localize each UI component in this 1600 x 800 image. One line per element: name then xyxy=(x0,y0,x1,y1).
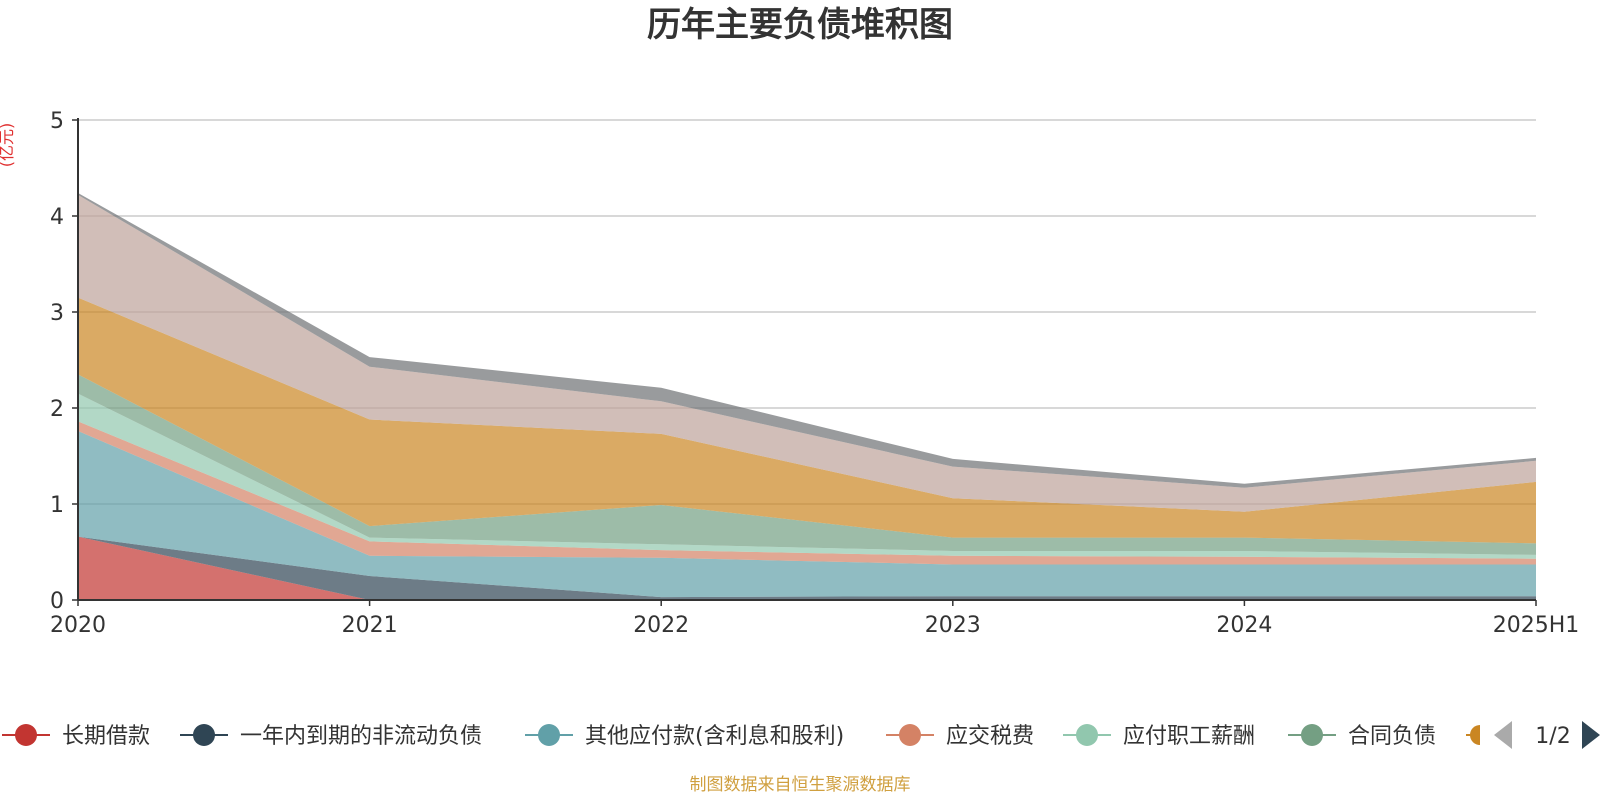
legend-item[interactable]: 合同负债 xyxy=(1288,724,1436,749)
area-series-1 xyxy=(78,536,1536,600)
x-tick-label: 2021 xyxy=(342,613,398,638)
legend-item-partial[interactable] xyxy=(1466,725,1480,745)
legend-label: 合同负债 xyxy=(1348,724,1436,749)
x-tick-label: 2024 xyxy=(1216,613,1272,638)
area-series-8 xyxy=(78,194,1536,512)
legend-item[interactable]: 应付职工薪酬 xyxy=(1063,724,1255,749)
y-tick-label: 5 xyxy=(50,109,64,134)
x-tick-label: 2023 xyxy=(925,613,981,638)
legend-marker xyxy=(1301,724,1323,746)
area-series xyxy=(78,193,1536,600)
legend-label: 长期借款 xyxy=(62,724,150,749)
legend-item[interactable]: 其他应付款(含利息和股利) xyxy=(525,724,844,749)
legend-label: 应付职工薪酬 xyxy=(1123,724,1255,749)
legend-prev-page-icon[interactable] xyxy=(1494,721,1512,749)
area-series-3 xyxy=(78,431,1536,598)
legend-marker xyxy=(193,724,215,746)
legend-marker xyxy=(1076,724,1098,746)
data-source-note: 制图数据来自恒生聚源数据库 xyxy=(690,775,911,795)
legend-label: 其他应付款(含利息和股利) xyxy=(585,724,844,749)
x-tick-label: 2020 xyxy=(50,613,106,638)
legend-next-page-icon[interactable] xyxy=(1582,721,1600,749)
legend-item[interactable]: 应交税费 xyxy=(886,724,1034,749)
legend-label: 一年内到期的非流动负债 xyxy=(240,724,482,749)
y-tick-label: 3 xyxy=(50,301,64,326)
y-tick-label: 4 xyxy=(50,205,64,230)
legend-marker xyxy=(899,724,921,746)
x-tick-label: 2022 xyxy=(633,613,689,638)
legend: 长期借款 一年内到期的非流动负债 其他应付款(含利息和股利) 应交税费 应付职工薪酬 合同… xyxy=(2,721,1600,749)
legend-page-indicator: 1/2 xyxy=(1535,724,1570,749)
y-axis-unit-label: (亿元) xyxy=(0,123,16,168)
legend-item[interactable]: 长期借款 xyxy=(2,724,150,749)
y-tick-label: 0 xyxy=(50,589,64,614)
x-tick-label: 2025H1 xyxy=(1493,613,1580,638)
area-series-7 xyxy=(78,297,1536,544)
legend-label: 应交税费 xyxy=(946,724,1034,749)
area-series-9 xyxy=(78,193,1536,488)
area-series-2 xyxy=(78,536,1536,600)
legend-marker xyxy=(538,724,560,746)
legend-item[interactable]: 一年内到期的非流动负债 xyxy=(180,724,482,749)
y-tick-label: 2 xyxy=(50,397,64,422)
chart-title: 历年主要负债堆积图 xyxy=(647,5,953,45)
legend-marker xyxy=(1470,725,1480,745)
axes: 0 1 2 3 4 5 2020 2021 2022 2023 2024 2025H1 xyxy=(50,109,1579,638)
y-tick-label: 1 xyxy=(50,493,64,518)
legend-marker xyxy=(15,724,37,746)
